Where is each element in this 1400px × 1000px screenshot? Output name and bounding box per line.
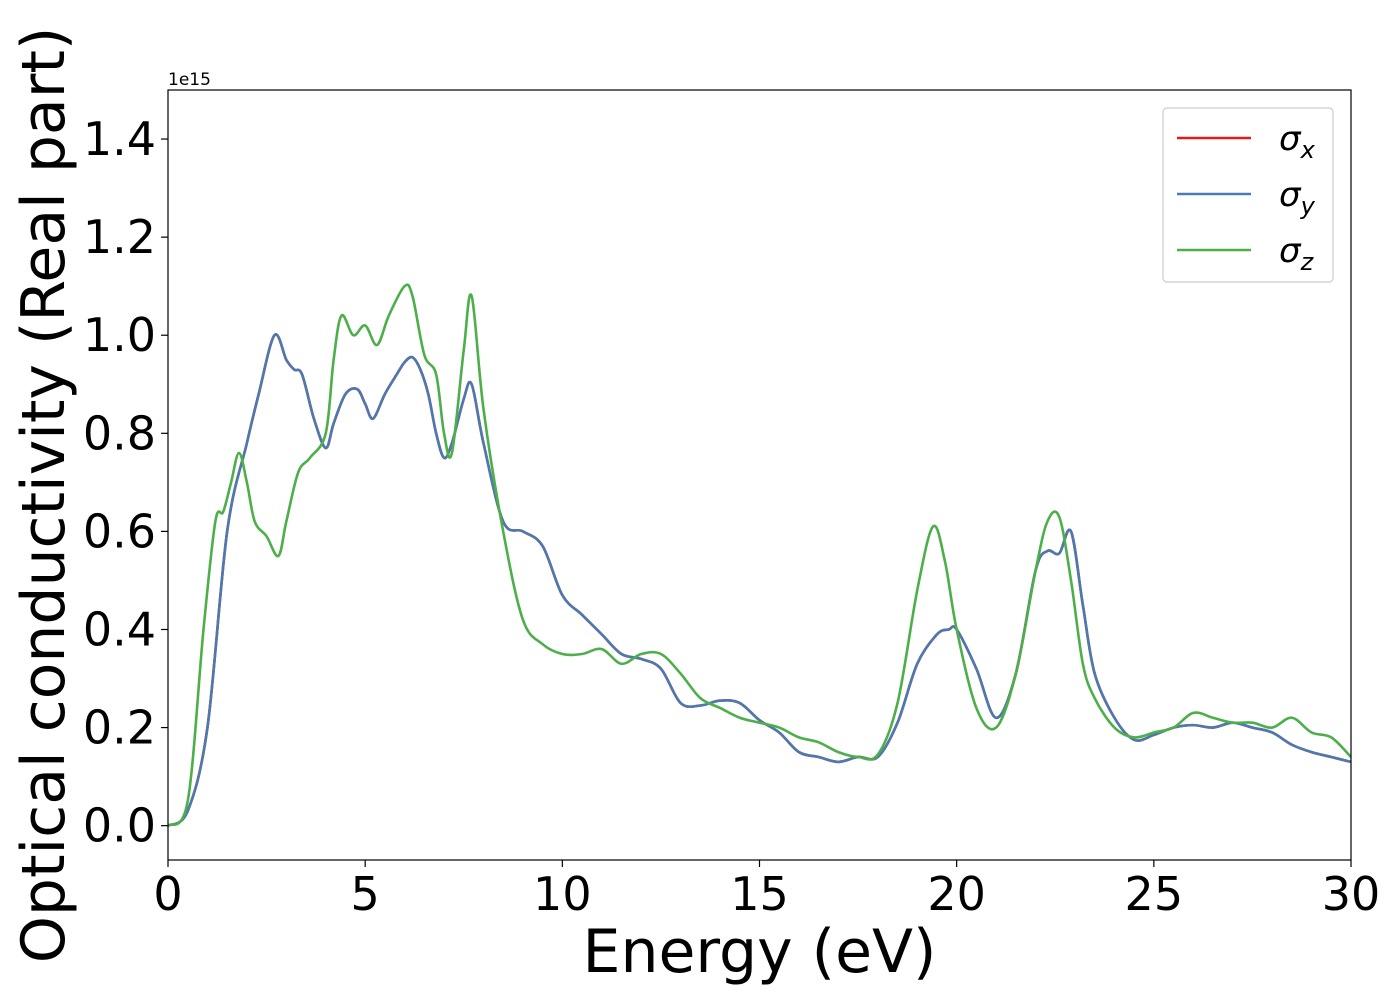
legend-item-y: σy bbox=[1177, 175, 1316, 220]
x-tick-label: 5 bbox=[351, 867, 380, 921]
x-tick-label: 25 bbox=[1125, 867, 1184, 921]
y-axis-ticks: 0.0 0.2 0.4 0.6 0.8 1.0 1.2 1.4 bbox=[83, 112, 168, 853]
y-tick-label: 0.0 bbox=[83, 799, 156, 853]
y-tick-label: 1.4 bbox=[83, 112, 156, 166]
y-tick-label: 1.0 bbox=[83, 308, 156, 362]
x-axis-ticks: 0 5 10 15 20 25 30 bbox=[153, 860, 1380, 921]
x-tick-label: 30 bbox=[1322, 867, 1381, 921]
x-tick-label: 15 bbox=[730, 867, 789, 921]
y-tick-label: 0.8 bbox=[83, 406, 156, 460]
legend: σx σy σz bbox=[1162, 107, 1334, 283]
legend-label: σx bbox=[1279, 119, 1316, 164]
y-tick-label: 0.4 bbox=[83, 602, 156, 656]
series-layer bbox=[168, 283, 1351, 827]
y-tick-label: 0.6 bbox=[83, 504, 156, 558]
x-axis-title: Energy (eV) bbox=[583, 917, 937, 987]
x-tick-label: 20 bbox=[927, 867, 986, 921]
series-line-y bbox=[168, 333, 1351, 827]
x-tick-label: 0 bbox=[153, 867, 182, 921]
legend-label: σz bbox=[1279, 231, 1315, 276]
y-axis-title: Optical conductivity (Real part) bbox=[9, 27, 79, 964]
legend-item-z: σz bbox=[1177, 231, 1315, 276]
legend-label: σy bbox=[1279, 175, 1316, 220]
y-offset-label: 1e15 bbox=[168, 70, 211, 90]
legend-item-x: σx bbox=[1177, 119, 1316, 164]
series-line-z bbox=[168, 283, 1351, 827]
x-tick-label: 10 bbox=[533, 867, 592, 921]
y-tick-label: 0.2 bbox=[83, 701, 156, 755]
y-tick-label: 1.2 bbox=[83, 210, 156, 264]
series-line-x bbox=[168, 333, 1351, 827]
